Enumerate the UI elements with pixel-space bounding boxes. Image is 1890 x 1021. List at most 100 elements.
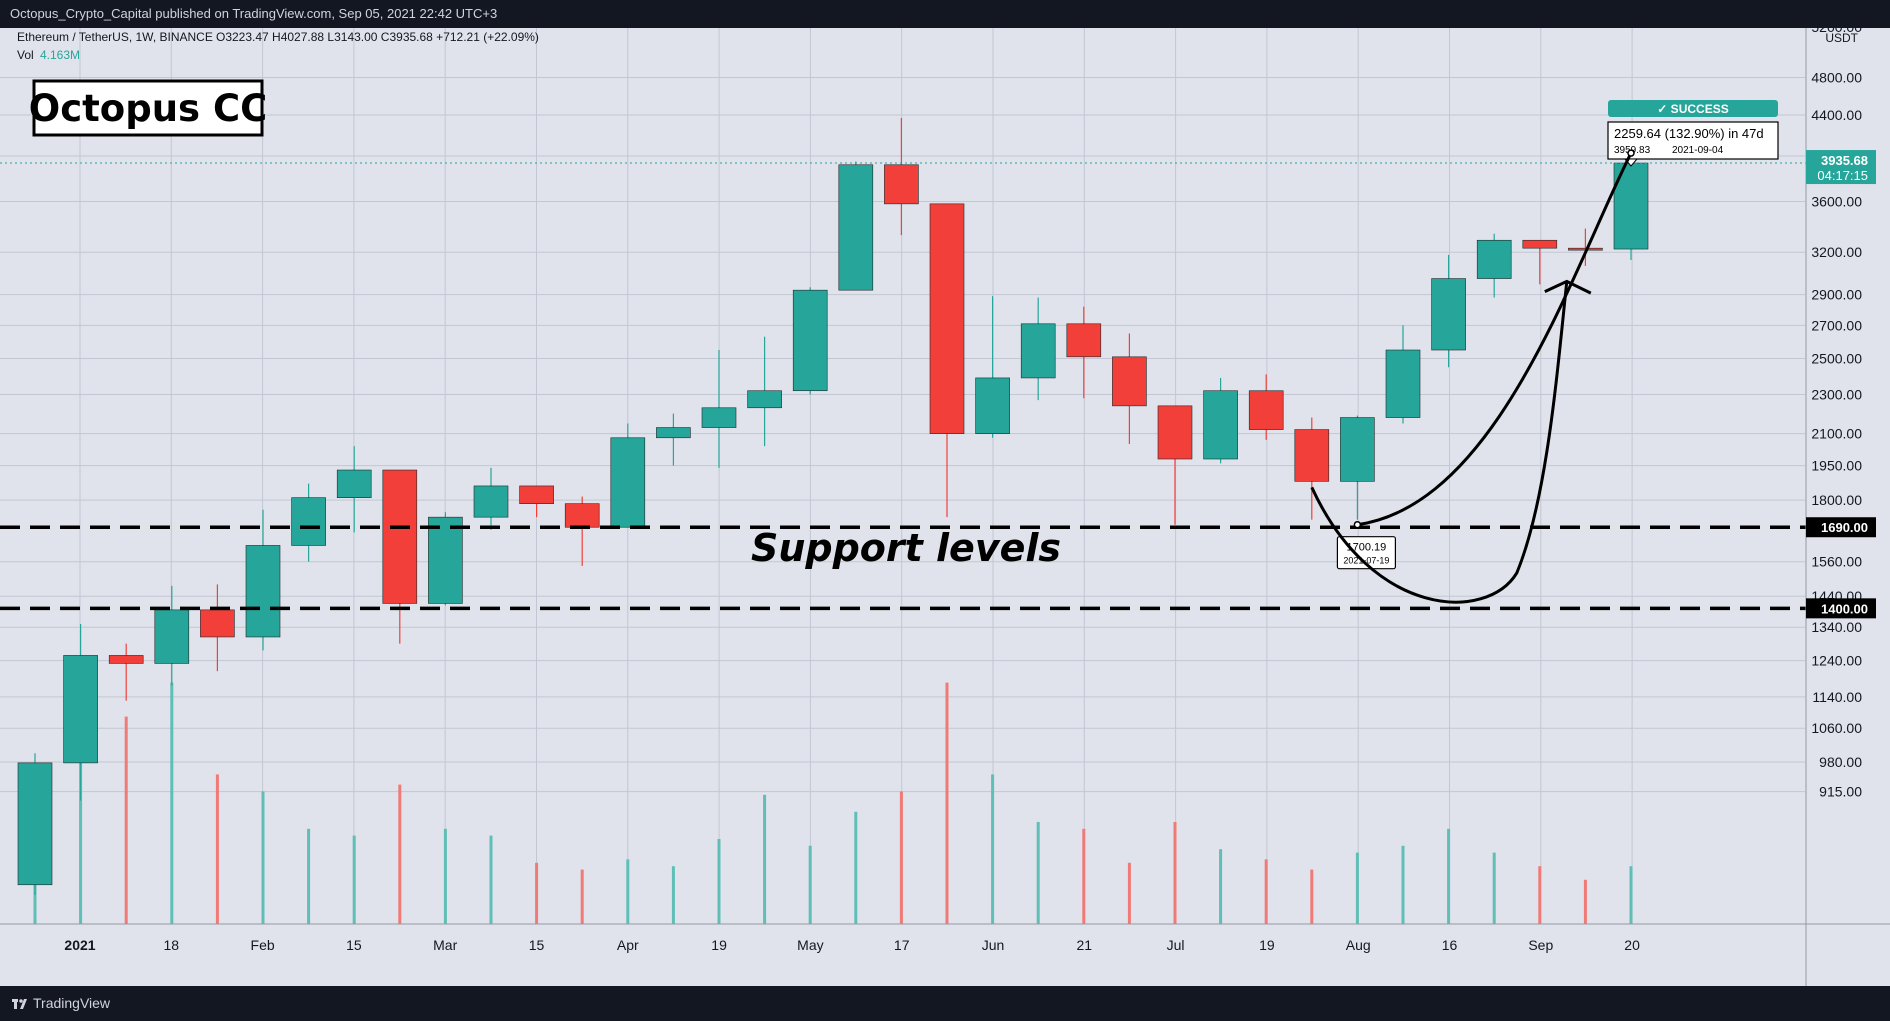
- candle-body: [884, 164, 919, 205]
- price-tick-label: 2900.00: [1811, 287, 1862, 303]
- volume-bar: [1173, 822, 1177, 924]
- footer-brand: TradingView: [33, 995, 111, 1011]
- time-tick-label: Sep: [1528, 937, 1553, 953]
- measure-start-dot: [1353, 520, 1362, 529]
- volume-bar: [580, 869, 584, 924]
- price-tick-label: 2500.00: [1811, 351, 1862, 367]
- price-tick-label: 1950.00: [1811, 458, 1862, 474]
- candle-body: [1157, 405, 1193, 460]
- time-tick-label: Jul: [1167, 937, 1185, 953]
- success-badge: [1608, 100, 1778, 117]
- drawn-arrow-curve: [1310, 281, 1569, 604]
- volume-bar: [1492, 852, 1496, 924]
- time-tick-label: 16: [1442, 937, 1458, 953]
- candle-body: [1431, 278, 1466, 351]
- ohlc-legend: O3223.47 H4027.88 L3143.00 C3935.68 +712…: [216, 30, 539, 44]
- candle-body: [1385, 349, 1421, 418]
- time-tick-label: 21: [1077, 937, 1093, 953]
- support-price-tag: [1806, 517, 1876, 538]
- candle-body: [610, 437, 646, 528]
- current-price-tag: [1806, 150, 1876, 185]
- current-price-label: 3935.68: [1821, 153, 1868, 168]
- volume-legend-value: 4.163M: [40, 48, 80, 62]
- price-tick-label: 1240.00: [1811, 653, 1862, 669]
- time-tick-label: 15: [346, 937, 362, 953]
- volume-bar: [1310, 869, 1314, 924]
- volume-bar: [443, 828, 447, 924]
- time-tick-label: Mar: [433, 937, 457, 953]
- success-badge-text: ✓ SUCCESS: [1657, 102, 1728, 116]
- time-tick-label: 17: [894, 937, 910, 953]
- candle-body: [200, 609, 235, 638]
- candle-body: [1294, 429, 1330, 482]
- candle-body: [1203, 390, 1238, 460]
- candle-body: [1020, 323, 1056, 379]
- tradingview-logo-icon: [12, 999, 27, 1009]
- time-tick-label: 20: [1624, 937, 1640, 953]
- candle-body: [519, 485, 554, 504]
- volume-bar: [1355, 852, 1359, 924]
- candle-body: [975, 377, 1010, 434]
- support-price-label: 1400.00: [1821, 601, 1868, 616]
- candle-body: [17, 762, 53, 886]
- price-tick-label: 980.00: [1819, 754, 1862, 770]
- time-tick-label: 2021: [64, 937, 95, 953]
- volume-bar: [1583, 879, 1587, 924]
- symbol-legend: Ethereum / TetherUS, 1W, BINANCE: [17, 30, 213, 44]
- candle-body: [792, 289, 828, 392]
- candle-body: [291, 497, 326, 546]
- candle-body: [1248, 390, 1284, 430]
- volume-bar: [124, 716, 128, 924]
- volume-bar: [1447, 828, 1451, 924]
- price-tick-label: 1560.00: [1811, 554, 1862, 570]
- support-price-label: 1690.00: [1821, 520, 1868, 535]
- watermark-box: [32, 79, 264, 137]
- currency-label: USDT: [1825, 31, 1858, 45]
- price-tick-label: 1140.00: [1812, 689, 1862, 705]
- volume-bar: [671, 866, 675, 924]
- time-tick-label: 15: [529, 937, 545, 953]
- watermark-text: Octopus CC: [29, 87, 268, 130]
- volume-bar: [1538, 866, 1542, 924]
- volume-bar: [763, 794, 767, 924]
- measure-end-dot: [1627, 149, 1635, 157]
- volume-bar: [1629, 866, 1633, 924]
- volume-bar: [945, 682, 949, 924]
- time-tick-label: 19: [711, 937, 727, 953]
- price-tick-label: 4800.00: [1811, 70, 1862, 86]
- candle-body: [1340, 417, 1375, 482]
- price-tick-label: 4400.00: [1811, 107, 1862, 123]
- volume-bar: [854, 811, 858, 924]
- time-tick-label: 18: [164, 937, 180, 953]
- volume-bar: [79, 686, 83, 924]
- price-tick-label: 5200.00: [1811, 28, 1862, 35]
- time-tick-label: Aug: [1346, 937, 1371, 953]
- volume-bar: [717, 839, 721, 924]
- volume-bar: [808, 845, 812, 924]
- price-tick-label: 3600.00: [1811, 193, 1862, 209]
- candle-body: [838, 164, 874, 291]
- time-tick-label: Feb: [251, 937, 275, 953]
- candle-body: [747, 390, 782, 409]
- volume-bar: [261, 791, 265, 924]
- candle-body: [245, 545, 281, 638]
- price-axis[interactable]: 4800.00 4400.00 3600.00 3200.00 2900.00 2700.…: [1805, 28, 1876, 986]
- time-axis[interactable]: 2021 18 Feb 15 Mar 15 Apr 19 May 17 Jun 21 Jul 19 Aug 1…: [0, 923, 1890, 953]
- publish-info-bar: Octopus_Crypto_Capital published on Trad…: [0, 0, 1890, 28]
- price-tick-label: 1800.00: [1811, 492, 1862, 508]
- low-marker-date: 2021-07-19: [1343, 556, 1389, 566]
- time-tick-label: May: [797, 937, 823, 953]
- volume-bar: [398, 784, 402, 924]
- support-price-tag: [1806, 598, 1876, 619]
- publish-info-text: Octopus_Crypto_Capital published on Trad…: [10, 6, 498, 21]
- candle-body: [564, 503, 600, 528]
- volume-bar: [626, 859, 630, 924]
- price-tick-label: 915.00: [1819, 784, 1862, 800]
- countdown-label: 04:17:15: [1817, 168, 1868, 183]
- volume-bar: [215, 774, 219, 924]
- chart-background: [0, 28, 1890, 986]
- candle-body: [63, 655, 98, 764]
